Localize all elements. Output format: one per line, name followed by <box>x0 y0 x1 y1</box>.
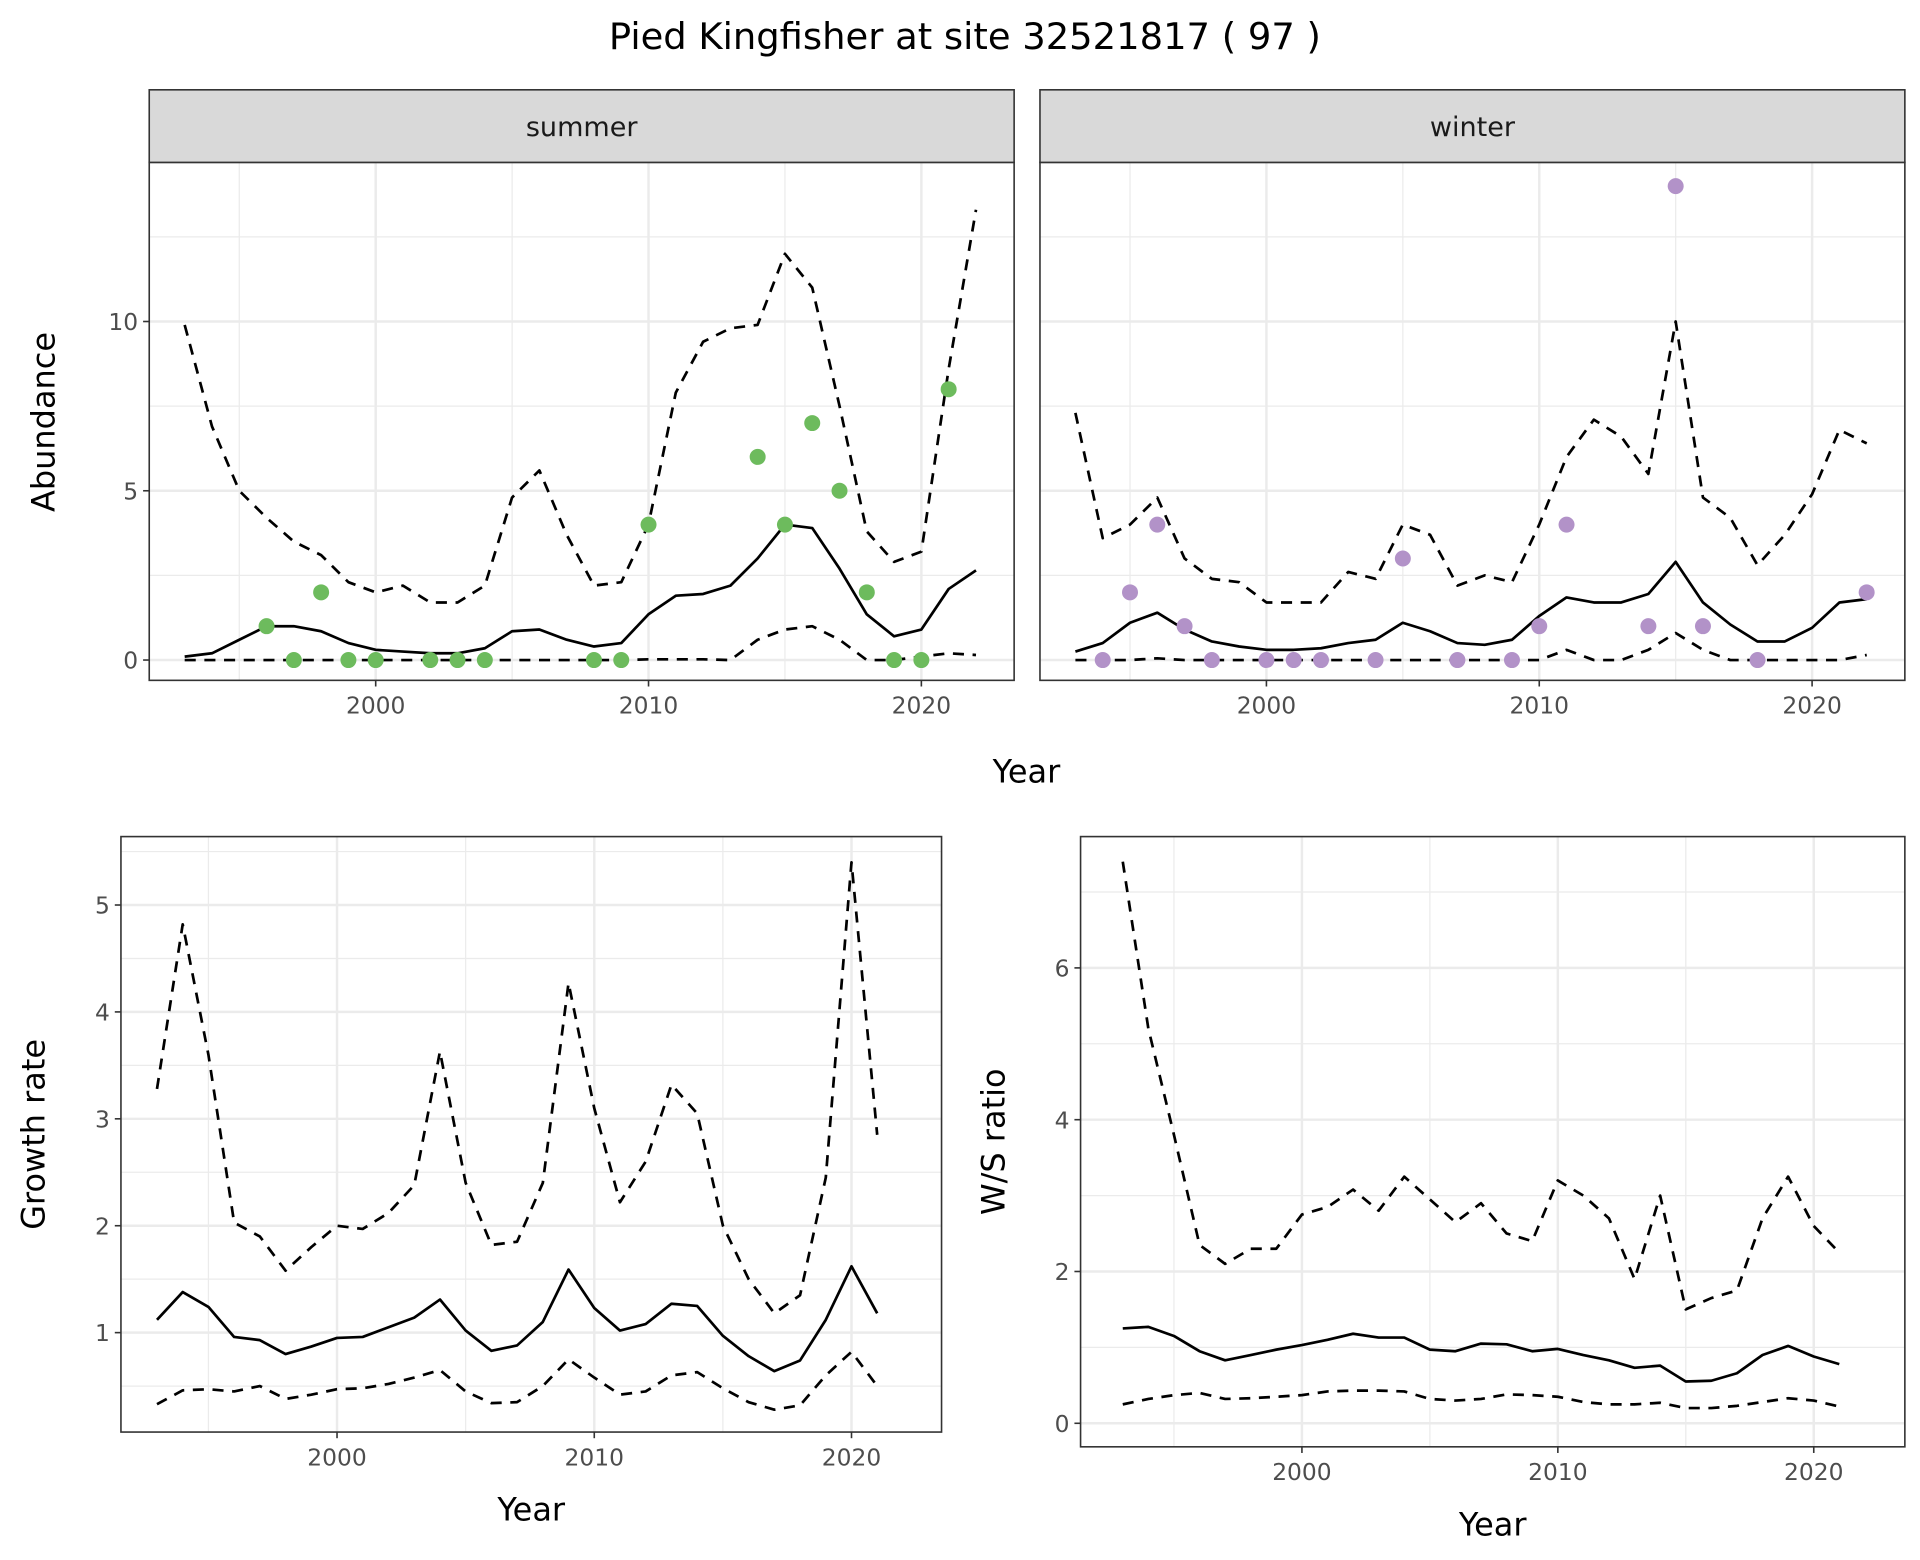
data-point <box>1258 652 1275 669</box>
data-point <box>776 516 793 533</box>
series-line-mean <box>1074 560 1867 653</box>
data-point <box>831 482 848 499</box>
panel-border <box>120 835 943 1433</box>
series-line-upper <box>155 860 879 1315</box>
panel-summer: summer 2000 2010 2020 0 5 10 <box>108 89 1015 720</box>
y-tick-label: 5 <box>123 477 138 505</box>
series-line-upper <box>183 209 978 604</box>
x-tick-label: 2010 <box>565 1443 624 1471</box>
series-line-upper <box>1121 861 1841 1311</box>
plot-background <box>1039 162 1905 681</box>
data-point <box>940 381 957 398</box>
data-point <box>1858 584 1875 601</box>
y-axis-title: W/S ratio <box>974 1068 1012 1215</box>
y-tick-label: 4 <box>95 999 110 1027</box>
chart-title: Pied Kingfisher at site 32521817 ( 97 ) <box>609 15 1321 58</box>
y-tick-label: 2 <box>95 1212 110 1240</box>
data-point <box>285 652 302 669</box>
x-axis-title: Year <box>496 1491 566 1529</box>
data-point <box>1394 550 1411 567</box>
data-point <box>367 652 384 669</box>
y-axis-title: Abundance <box>25 332 63 512</box>
data-point <box>449 652 466 669</box>
data-point <box>749 448 766 465</box>
series-line-mean <box>1122 1325 1840 1383</box>
x-axis-title: Year <box>1458 1505 1528 1543</box>
y-tick-label: 0 <box>123 647 138 675</box>
x-tick-label: 2000 <box>307 1443 366 1471</box>
data-point <box>1285 652 1302 669</box>
data-point <box>1203 652 1220 669</box>
data-point <box>1749 652 1766 669</box>
data-point <box>258 618 275 635</box>
y-tick-label: 6 <box>1055 955 1070 983</box>
data-point <box>613 652 630 669</box>
series-line-lower <box>1122 1389 1840 1410</box>
panel-border <box>1079 835 1906 1448</box>
panel-panel-2: 2000 2010 2020 1 2 3 4 5 Year Growth rate <box>15 835 943 1529</box>
data-point <box>1312 652 1329 669</box>
data-point <box>476 652 493 669</box>
panel-panel-3: 2000 2010 2020 0 2 4 6 Year W/S ratio <box>974 835 1906 1543</box>
x-tick-label: 2010 <box>619 692 678 720</box>
x-axis-title: Year <box>992 752 1062 790</box>
y-tick-label: 2 <box>1055 1258 1070 1286</box>
data-point <box>1449 652 1466 669</box>
plot-background <box>120 836 942 1433</box>
data-point <box>1694 618 1711 635</box>
data-point <box>1640 618 1657 635</box>
y-tick-label: 0 <box>1055 1410 1070 1438</box>
data-point <box>1094 652 1111 669</box>
data-point <box>1149 516 1166 533</box>
series-line-upper <box>1074 320 1868 604</box>
data-point <box>1503 652 1520 669</box>
x-tick-label: 2020 <box>1782 692 1841 720</box>
data-point <box>886 652 903 669</box>
facet-strip <box>1039 89 1906 164</box>
data-point <box>804 415 821 432</box>
series-line-lower <box>1075 631 1867 662</box>
series-line-lower <box>156 1350 879 1412</box>
x-tick-label: 2020 <box>1784 1458 1843 1486</box>
data-point <box>1122 584 1139 601</box>
x-tick-label: 2010 <box>1510 692 1569 720</box>
data-point <box>640 516 657 533</box>
x-tick-label: 2020 <box>822 1443 881 1471</box>
y-tick-label: 10 <box>108 308 138 336</box>
facet-strip <box>148 89 1015 164</box>
x-tick-label: 2000 <box>1272 1458 1331 1486</box>
data-point <box>913 652 930 669</box>
series-line-mean <box>184 523 977 658</box>
data-point <box>1667 178 1684 195</box>
x-tick-label: 2020 <box>892 692 951 720</box>
x-tick-label: 2010 <box>1528 1458 1587 1486</box>
data-point <box>585 652 602 669</box>
y-tick-label: 5 <box>95 892 110 920</box>
y-axis-title: Growth rate <box>15 1039 53 1230</box>
data-point <box>313 584 330 601</box>
data-point <box>422 652 439 669</box>
plot-background <box>149 162 1015 681</box>
y-tick-label: 3 <box>95 1105 110 1133</box>
data-point <box>858 584 875 601</box>
data-point <box>1176 618 1193 635</box>
x-tick-label: 2000 <box>346 692 405 720</box>
panel-winter: winter 2000 2010 2020 <box>1039 89 1906 720</box>
facet-label: winter <box>1430 112 1516 143</box>
x-tick-label: 2000 <box>1237 692 1296 720</box>
facet-label: summer <box>526 112 639 143</box>
data-point <box>340 652 357 669</box>
y-tick-label: 4 <box>1055 1106 1070 1134</box>
y-tick-label: 1 <box>95 1319 110 1347</box>
series-line-lower <box>184 624 977 662</box>
data-point <box>1367 652 1384 669</box>
data-point <box>1531 618 1548 635</box>
plot-background <box>1080 836 1905 1447</box>
series-line-mean <box>156 1264 879 1373</box>
data-point <box>1558 516 1575 533</box>
